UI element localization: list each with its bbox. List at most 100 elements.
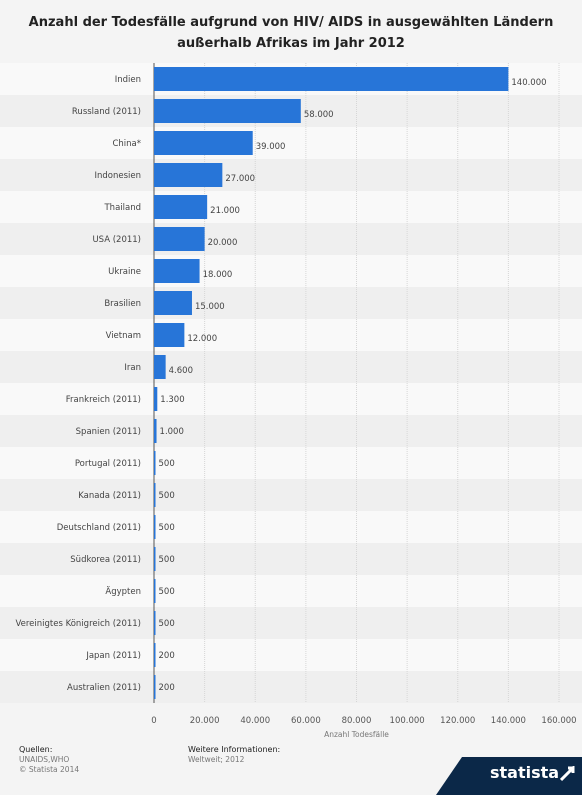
bar [154, 675, 156, 699]
bar-chart: 0 20.000 40.000 60.000 80.000 100.000 120.000 1… [0, 63, 582, 739]
category-label: Australien (2011) [67, 683, 141, 693]
category-label: Indonesien [94, 171, 141, 181]
info-heading[interactable]: Weitere Informationen: [188, 745, 281, 754]
data-label: 58.000 [304, 110, 334, 120]
row-stripe [0, 127, 582, 159]
category-label: Brasilien [104, 299, 141, 309]
sources-text: UNAIDS,WHO [19, 755, 70, 764]
bar [154, 67, 509, 91]
category-label: Spanien (2011) [76, 427, 141, 437]
row-stripe [0, 575, 582, 607]
bar [154, 611, 156, 635]
category-label: Iran [124, 363, 141, 373]
category-label: China* [112, 139, 141, 149]
category-label: Japan (2011) [85, 651, 141, 661]
x-tick-label: 120.000 [440, 716, 475, 726]
bar [154, 323, 185, 347]
data-label: 200 [159, 683, 175, 693]
bar [154, 355, 166, 379]
data-label: 21.000 [210, 206, 240, 216]
category-label: Portugal (2011) [75, 459, 141, 469]
row-stripe [0, 255, 582, 287]
category-label: Deutschland (2011) [57, 523, 141, 533]
row-stripe [0, 607, 582, 639]
bar [154, 227, 205, 251]
data-label: 500 [159, 459, 175, 469]
row-stripe [0, 447, 582, 479]
statista-logo[interactable]: statista [490, 763, 560, 782]
chart-title-line-1: Anzahl der Todesfälle aufgrund von HIV/ … [28, 15, 554, 30]
bar [154, 643, 156, 667]
bar [154, 451, 156, 475]
x-tick-label: 0 [151, 716, 156, 726]
data-label: 27.000 [225, 174, 255, 184]
row-stripe [0, 543, 582, 575]
bar [154, 195, 208, 219]
data-label: 200 [159, 651, 175, 661]
x-tick-label: 80.000 [342, 716, 372, 726]
bar [154, 579, 156, 603]
bar [154, 99, 301, 123]
x-tick-label: 160.000 [541, 716, 576, 726]
row-stripe [0, 415, 582, 447]
category-label: Russland (2011) [72, 107, 141, 117]
copyright-text: © Statista 2014 [19, 765, 80, 774]
data-label: 500 [159, 491, 175, 501]
info-text: Weltweit; 2012 [188, 755, 245, 764]
bar [154, 291, 192, 315]
data-label: 500 [159, 619, 175, 629]
row-stripe [0, 671, 582, 703]
row-stripe [0, 287, 582, 319]
category-label: USA (2011) [92, 235, 141, 245]
statista-logo-icon [560, 766, 575, 782]
row-stripe [0, 191, 582, 223]
data-label: 1.000 [160, 427, 184, 437]
data-label: 12.000 [187, 334, 217, 344]
row-stripe [0, 223, 582, 255]
bar [154, 547, 156, 571]
row-stripe [0, 351, 582, 383]
data-label: 20.000 [208, 238, 238, 248]
bar [154, 419, 157, 443]
row-stripe [0, 383, 582, 415]
row-stripe [0, 639, 582, 671]
category-label: Ukraine [108, 267, 141, 277]
data-label: 140.000 [511, 78, 546, 88]
row-stripe [0, 319, 582, 351]
x-axis-title: Anzahl Todesfälle [324, 730, 389, 739]
category-label: Südkorea (2011) [70, 555, 141, 565]
bar [154, 483, 156, 507]
bar [154, 259, 200, 283]
data-label: 500 [159, 523, 175, 533]
category-label: Frankreich (2011) [66, 395, 141, 405]
category-label: Thailand [103, 203, 141, 213]
bar [154, 515, 156, 539]
data-label: 18.000 [203, 270, 233, 280]
x-tick-label: 40.000 [240, 716, 270, 726]
data-label: 15.000 [195, 302, 225, 312]
category-label: Vietnam [106, 331, 141, 341]
x-tick-label: 100.000 [390, 716, 425, 726]
data-label: 4.600 [169, 366, 193, 376]
data-label: 500 [159, 555, 175, 565]
data-label: 500 [159, 587, 175, 597]
chart-title-line-2: außerhalb Afrikas im Jahr 2012 [177, 36, 405, 51]
bar [154, 131, 253, 155]
brand-banner [436, 757, 582, 795]
row-stripe [0, 479, 582, 511]
x-tick-label: 60.000 [291, 716, 321, 726]
sources-heading: Quellen: [19, 745, 53, 754]
category-label: Vereinigtes Königreich (2011) [15, 619, 141, 629]
category-label: Ägypten [105, 586, 141, 597]
data-label: 1.300 [160, 395, 184, 405]
category-label: Indien [115, 75, 141, 85]
x-tick-label: 20.000 [190, 716, 220, 726]
chart-title: Anzahl der Todesfälle aufgrund von HIV/ … [0, 12, 582, 54]
data-label: 39.000 [256, 142, 286, 152]
row-stripe [0, 511, 582, 543]
x-tick-label: 140.000 [491, 716, 526, 726]
row-stripe [0, 159, 582, 191]
bar [154, 387, 158, 411]
sources-block: Quellen: UNAIDS,WHO © Statista 2014 [19, 745, 79, 775]
bar [154, 163, 223, 187]
